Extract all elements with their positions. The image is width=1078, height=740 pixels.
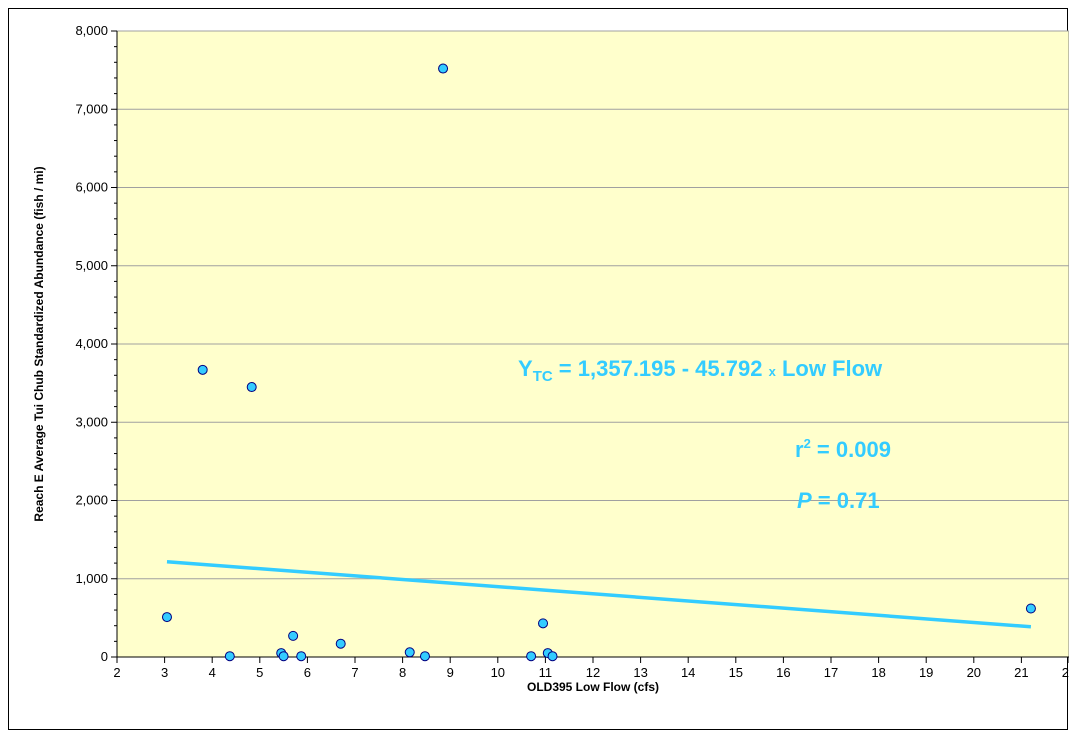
x-tick-label: 17 [824, 665, 838, 680]
data-point [224, 651, 235, 662]
y-tick-label: 2,000 [75, 493, 108, 508]
data-point [335, 638, 346, 649]
r-squared-label: r2 = 0.009 [795, 436, 891, 462]
x-tick-label: 10 [491, 665, 505, 680]
x-tick-label: 20 [967, 665, 981, 680]
p-value-label: P = 0.71 [797, 488, 880, 513]
data-point [526, 651, 537, 662]
trendline-layer [166, 559, 1032, 629]
gridlines [117, 30, 1069, 580]
data-point [538, 618, 549, 629]
regression-equation: YTC = 1,357.195 - 45.792 x Low Flow [518, 356, 883, 385]
x-tick-label: 4 [209, 665, 216, 680]
data-point [278, 651, 289, 662]
x-tick-label: 5 [256, 665, 263, 680]
x-axis-title: OLD395 Low Flow (cfs) [527, 680, 659, 694]
y-tick-label: 1,000 [75, 571, 108, 586]
equation-times: x [769, 364, 777, 379]
data-point [547, 651, 558, 662]
regression-trendline [166, 559, 1032, 629]
chart-area: 0 1,000 2,000 3,000 4,000 5,000 6,000 7,000 8,00… [8, 8, 1069, 730]
y-tick-label: 4,000 [75, 336, 108, 351]
data-point [1025, 603, 1036, 614]
x-tick-label: 12 [586, 665, 600, 680]
r-squared-value: = 0.009 [811, 437, 891, 462]
scatter-chart: 0 1,000 2,000 3,000 4,000 5,000 6,000 7,000 8,00… [32, 23, 1069, 694]
data-point [288, 630, 299, 641]
r-squared-exponent: 2 [804, 436, 811, 451]
r-squared-symbol: r [795, 437, 804, 462]
x-tick-label: 7 [351, 665, 358, 680]
y-tick-label: 5,000 [75, 258, 108, 273]
data-point [419, 651, 430, 662]
y-tick-label: 0 [101, 649, 108, 664]
x-tick-label: 19 [919, 665, 933, 680]
equation-subscript: TC [533, 368, 553, 385]
x-tick-label: 22 [1062, 665, 1069, 680]
equation-prefix: Y [518, 356, 533, 381]
equation-suffix: Low Flow [776, 356, 883, 381]
p-value: = 0.71 [812, 488, 880, 513]
data-point [296, 651, 307, 662]
data-point [161, 612, 172, 623]
x-tick-label: 16 [776, 665, 790, 680]
y-tick-label: 7,000 [75, 101, 108, 116]
data-point [438, 63, 449, 74]
x-tick-label: 11 [539, 665, 553, 680]
data-points [161, 63, 1036, 662]
x-tick-label: 9 [447, 665, 454, 680]
x-tick-label: 18 [871, 665, 885, 680]
data-point [197, 364, 208, 375]
x-tick-label: 8 [399, 665, 406, 680]
y-tick-label: 6,000 [75, 180, 108, 195]
x-tick-label: 6 [304, 665, 311, 680]
y-tick-label: 3,000 [75, 414, 108, 429]
x-tick-label: 13 [633, 665, 647, 680]
axes: 0 1,000 2,000 3,000 4,000 5,000 6,000 7,000 8,00… [75, 23, 1069, 680]
x-tick-label: 3 [161, 665, 168, 680]
x-tick-label: 15 [729, 665, 743, 680]
y-axis-title: Reach E Average Tui Chub Standardized Ab… [32, 166, 46, 521]
x-tick-label: 14 [681, 665, 695, 680]
p-symbol: P [797, 488, 812, 513]
x-tick-label: 2 [113, 665, 120, 680]
equation-main: = 1,357.195 - 45.792 [553, 356, 769, 381]
data-point [246, 382, 257, 393]
y-tick-label: 8,000 [75, 23, 108, 38]
data-point [404, 647, 415, 658]
x-tick-label: 21 [1014, 665, 1028, 680]
